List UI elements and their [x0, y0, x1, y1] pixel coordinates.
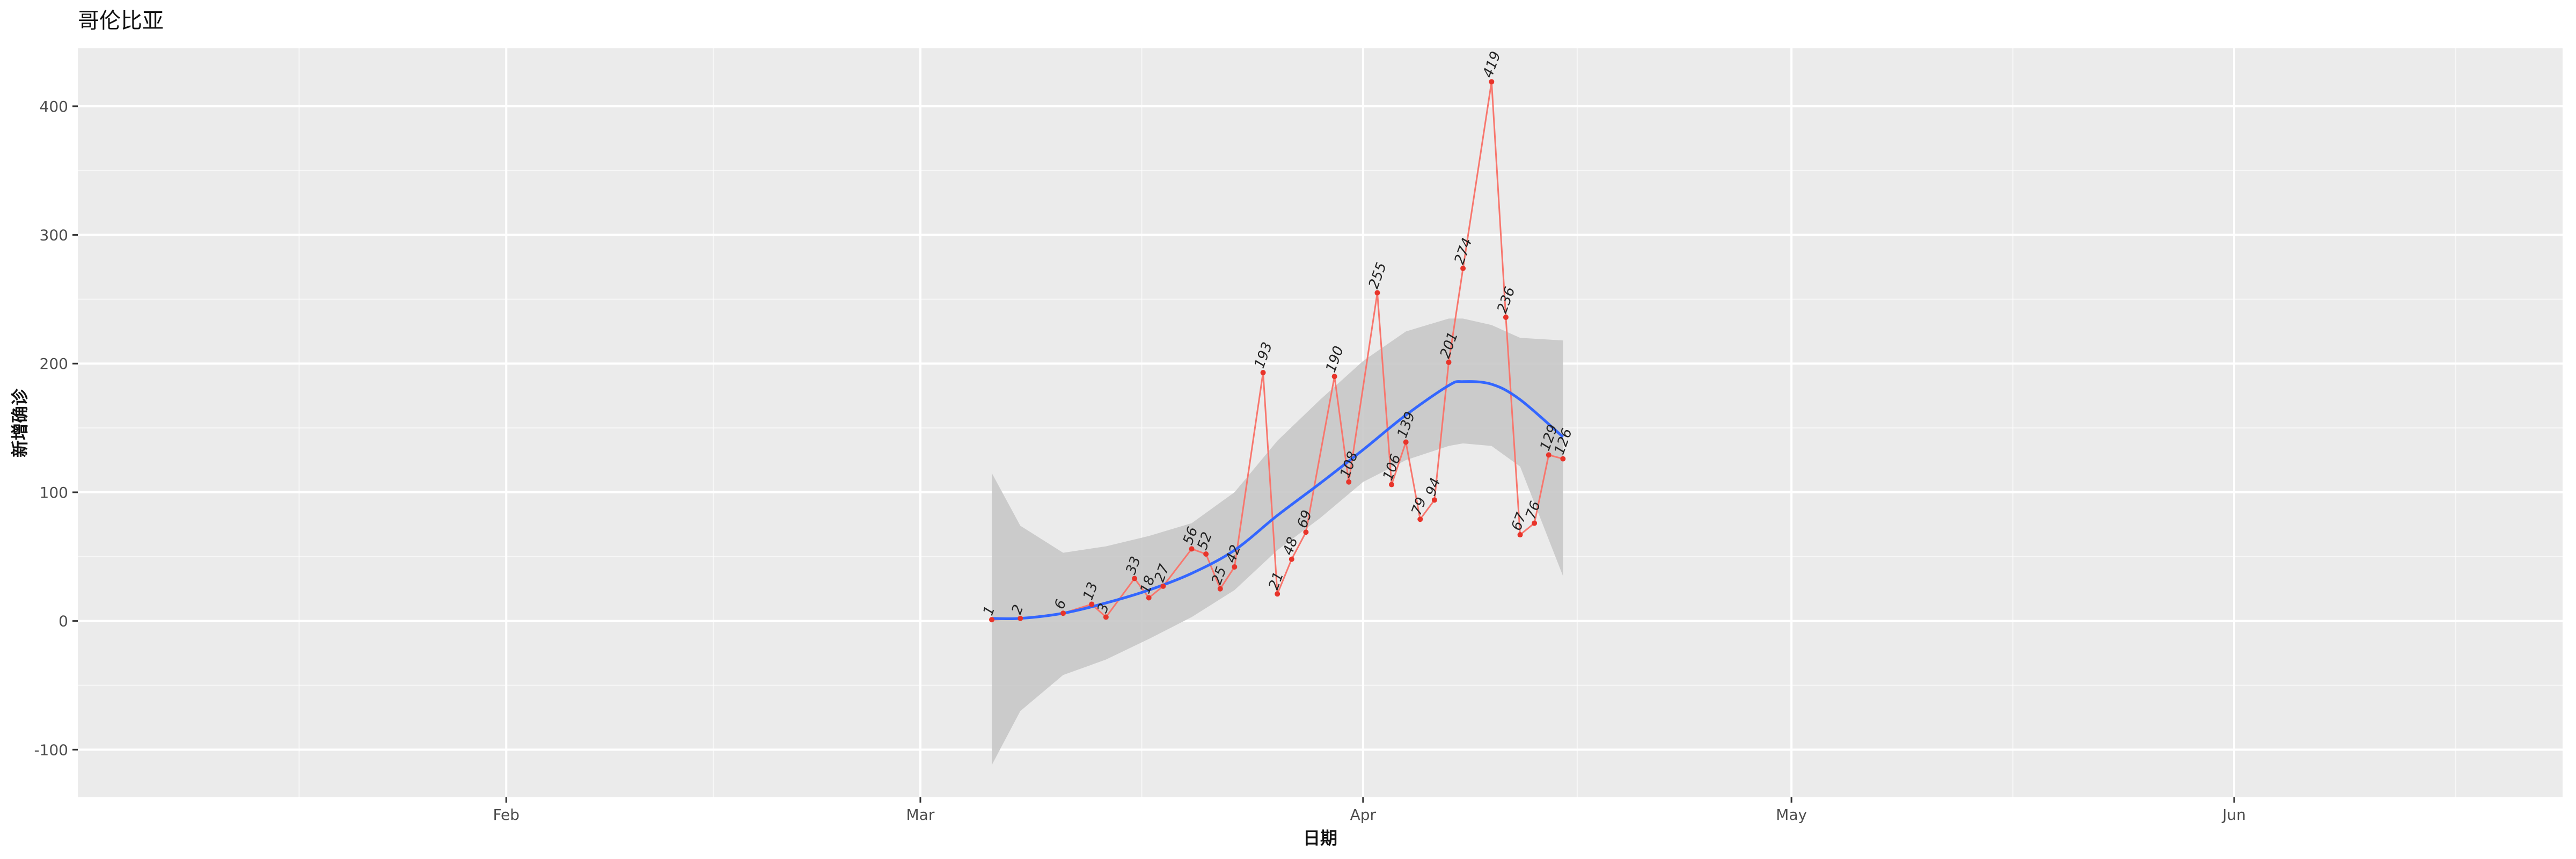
data-point-30 — [1560, 456, 1566, 462]
y-tick-label-3: 200 — [40, 355, 68, 373]
data-point-15 — [1303, 529, 1309, 535]
data-point-2 — [1060, 610, 1066, 616]
data-point-18 — [1374, 290, 1380, 296]
data-point-24 — [1460, 265, 1466, 271]
y-tick-label-0: -100 — [34, 741, 68, 759]
data-point-5 — [1132, 576, 1138, 581]
y-tick-label-5: 400 — [40, 98, 68, 115]
y-tick-label-1: 0 — [58, 613, 68, 630]
data-point-16 — [1331, 374, 1337, 380]
grid-lines — [78, 48, 2563, 797]
data-point-29 — [1546, 452, 1552, 458]
x-tick-label-1: Mar — [906, 806, 935, 824]
data-point-23 — [1446, 359, 1452, 365]
y-axis-title: 新增确诊 — [10, 388, 30, 457]
series-points-layer — [989, 79, 1566, 623]
data-point-10 — [1217, 586, 1223, 592]
data-point-9 — [1203, 551, 1209, 557]
smooth-line-layer — [991, 380, 1564, 621]
x-axis-title: 日期 — [1303, 828, 1337, 848]
data-point-25 — [1489, 79, 1495, 85]
x-axis-ticks: Feb Mar Apr May Jun — [493, 797, 2246, 824]
y-axis-ticks: -100 0 100 200 300 400 — [34, 98, 78, 759]
data-point-7 — [1160, 583, 1166, 589]
data-point-4 — [1103, 614, 1109, 620]
data-point-21 — [1417, 516, 1423, 522]
x-tick-label-2: Apr — [1350, 806, 1377, 824]
data-point-19 — [1389, 482, 1395, 487]
x-tick-label-0: Feb — [493, 806, 519, 824]
data-point-3 — [1089, 601, 1095, 607]
x-tick-label-4: Jun — [2221, 806, 2246, 824]
data-point-12 — [1260, 370, 1266, 376]
data-point-28 — [1532, 520, 1538, 526]
data-point-1 — [1018, 615, 1023, 621]
data-point-13 — [1275, 591, 1280, 597]
data-point-20 — [1403, 439, 1409, 445]
smooth-confidence-ribbon — [991, 318, 1563, 766]
data-point-22 — [1431, 497, 1437, 503]
data-point-14 — [1289, 556, 1294, 562]
data-point-6 — [1146, 595, 1152, 601]
y-tick-label-4: 300 — [40, 227, 68, 244]
data-point-27 — [1517, 532, 1523, 538]
data-point-17 — [1346, 479, 1352, 485]
x-tick-label-3: May — [1776, 806, 1807, 824]
y-tick-label-2: 100 — [40, 484, 68, 501]
chart-title: 哥伦比亚 — [78, 9, 164, 33]
data-point-8 — [1189, 546, 1195, 552]
smooth-line — [991, 380, 1564, 621]
data-point-11 — [1232, 564, 1238, 570]
data-point-26 — [1503, 314, 1509, 320]
confidence-ribbon-layer — [991, 318, 1563, 766]
data-point-0 — [989, 617, 994, 623]
